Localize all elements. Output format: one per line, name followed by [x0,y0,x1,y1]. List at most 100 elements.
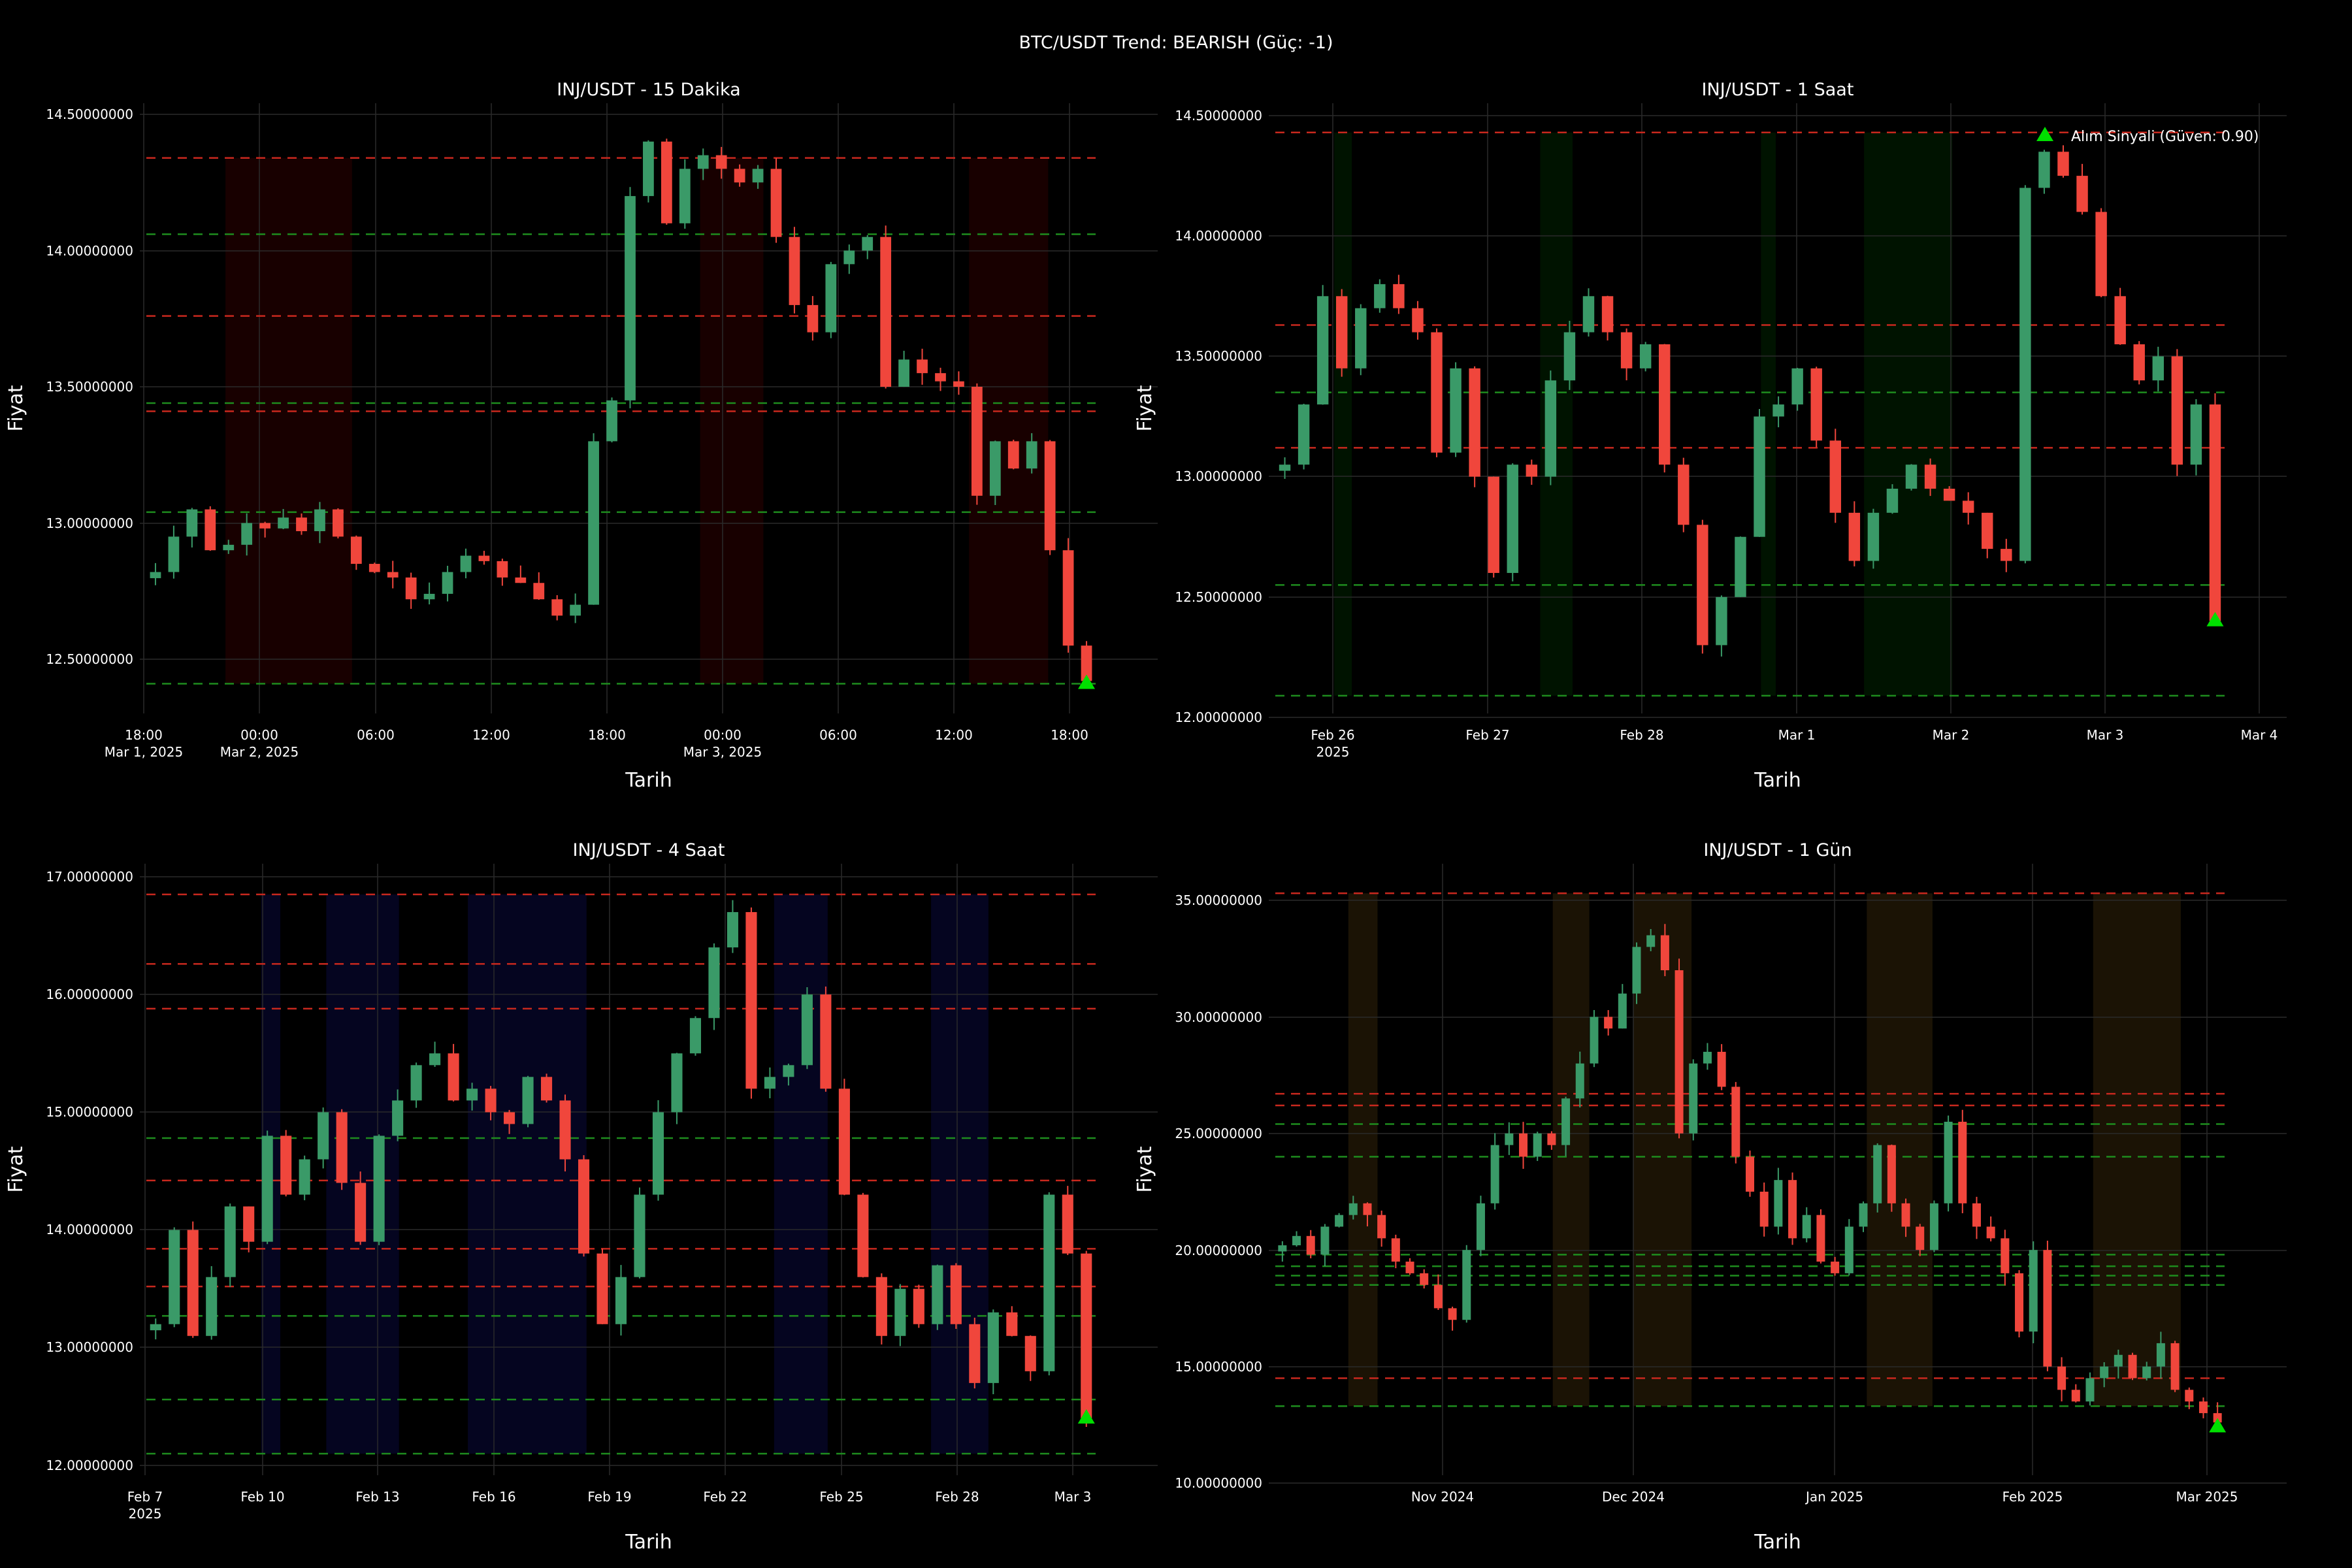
y-tick-label: 14.00000000 [46,243,133,259]
candle-body [350,536,362,564]
candle-body [894,1288,906,1336]
candle-body [1007,441,1019,469]
candle-body [1563,332,1576,381]
candle-body [1320,1226,1330,1255]
x-tick-label: 12:00 [472,727,510,743]
candle-body [1859,1203,1868,1227]
candle-body [206,1277,218,1336]
candle-body [950,1265,962,1324]
buy-signal-marker [2206,612,2224,627]
highlight-zone [225,157,352,684]
y-tick-label: 12.00000000 [46,1458,133,1473]
candle-body [1420,1273,1429,1285]
candle-body [971,387,983,496]
candle-body [1590,1017,1599,1064]
candle-body [2001,549,2012,561]
x-tick-label: Feb 26 [1311,727,1354,743]
candle-body [1081,645,1092,681]
candle-body [1632,947,1641,994]
candle-body [1772,404,1784,417]
x-tick-label: Jan 2025 [1805,1489,1863,1505]
candle-body [478,555,490,561]
y-tick-label: 12.50000000 [46,651,133,667]
candle-body [820,994,832,1089]
y-axis-label: Fiyat [5,385,27,432]
panel-title: INJ/USDT - 1 Saat [1702,80,1854,100]
candle-body [1674,970,1684,1134]
candle-body [2114,1354,2123,1367]
x-tick-label: Mar 3 [1054,1489,1092,1505]
candle-body [559,1100,571,1160]
candle-body [261,1135,273,1242]
candle-body [1716,596,1727,645]
x-tick-label: Nov 2024 [1411,1489,1474,1505]
candle-body [1886,489,1899,513]
x-tick-label: Dec 2024 [1602,1489,1665,1505]
candle-body [1944,1121,1953,1203]
candle-body [807,304,819,333]
candle-body [578,1159,590,1254]
candle-body [570,604,581,616]
buy-signal-marker [1078,674,1096,689]
candle-body [843,250,855,265]
candle-body [1618,993,1627,1029]
candle-body [1507,465,1518,573]
candle-body [1547,1133,1556,1145]
candle-body [661,141,672,223]
candle-body [373,1135,385,1242]
candle-body [708,947,720,1019]
candle-body [1887,1145,1896,1203]
panel-2: INJ/USDT - 1 Saat 12.00000000 12.50000000 1… [1134,80,2287,792]
candle-body [1006,1312,1018,1336]
x-tick-sublabel: Mar 3, 2025 [683,744,762,760]
y-tick-label: 10.00000000 [1175,1475,1262,1491]
candle-body [2156,1343,2165,1367]
x-tick-label: 06:00 [819,727,857,743]
candle-body [2100,1366,2109,1379]
x-tick-label: 06:00 [357,727,395,743]
candle-body [1490,1145,1499,1203]
candle-body [588,441,599,605]
candle-body [1810,368,1822,441]
candle-body [2185,1390,2194,1402]
candle-body [1844,1226,1854,1273]
candle-body [1488,476,1499,573]
candle-body [1526,465,1538,477]
candle-body [2001,1238,2010,1273]
candle-body [2071,1390,2080,1402]
candle-body [2043,1250,2052,1367]
candle-body [625,196,636,400]
candle-body [2198,1401,2208,1413]
x-tick-label: Feb 28 [1620,727,1663,743]
candle-body [1279,465,1291,471]
candle-body [1448,1308,1457,1320]
candle-body [689,1018,702,1054]
highlight-zone [2093,893,2181,1407]
candle-body [764,1077,776,1089]
candle-body [466,1088,478,1101]
x-tick-label: 00:00 [704,727,742,743]
legend-label: Alım Sinyali (Güven: 0.90) [2071,129,2259,145]
highlight-zone [1864,132,1953,696]
y-axis-label: Fiyat [5,1146,27,1193]
x-tick-sublabel: Mar 1, 2025 [105,744,183,760]
candle-body [187,1230,199,1336]
candle-body [1620,332,1633,368]
candle-body [634,1194,645,1277]
candle-body [1717,1051,1726,1087]
candle-body [801,994,813,1066]
candle-body [168,536,180,572]
y-tick-label: 15.00000000 [1175,1359,1262,1375]
y-tick-label: 16.00000000 [46,987,133,1002]
candle-body [898,359,909,387]
y-tick-label: 20.00000000 [1175,1243,1262,1258]
candle-body [1916,1226,1925,1250]
x-tick-label: 18:00 [588,727,626,743]
candle-body [1831,1262,1840,1273]
candle-body [917,359,928,374]
candle-body [259,523,271,529]
candle-body [1469,368,1480,477]
candle-body [1943,489,1955,501]
candle-body [727,912,738,948]
candle-body [1689,1063,1698,1134]
